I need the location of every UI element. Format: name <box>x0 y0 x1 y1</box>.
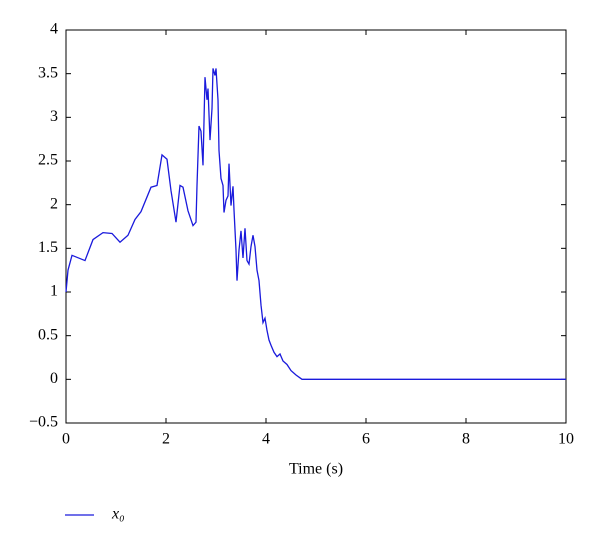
legend-label: x₀ <box>111 506 125 523</box>
data-line <box>65 68 566 380</box>
x-tick-label: 4 <box>262 431 270 448</box>
y-tick-label: 1 <box>50 283 58 300</box>
x-tick-label: 8 <box>462 431 470 448</box>
y-tick-label: 0 <box>50 370 58 387</box>
x-tick-label: 0 <box>62 431 70 448</box>
y-tick-label: 3 <box>50 108 58 125</box>
x-tick-label: 10 <box>558 431 574 448</box>
y-tick-label: 2.5 <box>38 152 58 169</box>
y-tick-label: 2 <box>50 195 58 212</box>
y-tick-label: 4 <box>50 21 58 38</box>
x-axis-label: Time (s) <box>289 461 343 478</box>
y-tick-label: 3.5 <box>38 64 58 81</box>
y-tick-label: −0.5 <box>29 414 58 431</box>
x-tick-label: 6 <box>362 431 370 448</box>
x-tick-label: 2 <box>162 431 170 448</box>
y-tick-label: 1.5 <box>38 239 58 256</box>
y-tick-label: 0.5 <box>38 326 58 343</box>
plot-frame <box>65 29 567 424</box>
